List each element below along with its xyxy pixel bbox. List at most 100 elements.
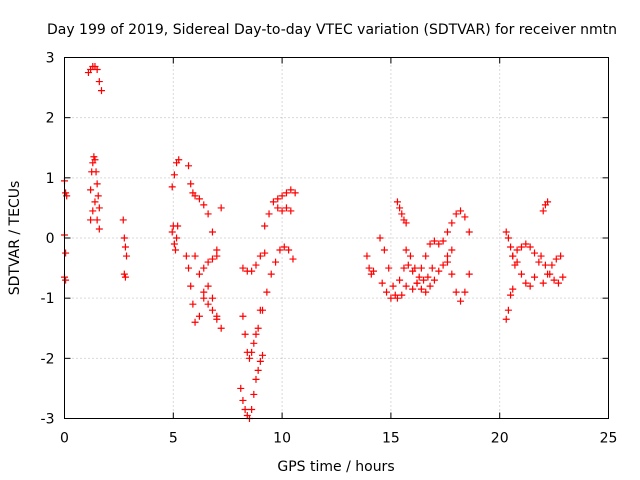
satellite-arc-34 [513, 240, 543, 266]
data-point [428, 264, 436, 272]
y-axis-label: SDTVAR / TECUs [7, 181, 23, 296]
data-point [174, 222, 182, 230]
data-point [541, 261, 549, 269]
data-point [409, 285, 417, 293]
data-point [95, 204, 103, 212]
data-point [439, 237, 447, 245]
data-point [461, 288, 469, 296]
satellite-arc-37 [539, 252, 565, 287]
y-tick-label: 0 [46, 231, 55, 247]
x-tick-label: 10 [273, 431, 291, 447]
data-point [274, 195, 282, 203]
plot-frame [64, 57, 609, 419]
data-point [406, 252, 414, 260]
data-point [62, 276, 70, 284]
satellite-arc-11 [185, 162, 221, 260]
data-point [402, 219, 410, 227]
data-point [272, 258, 280, 266]
data-point [537, 252, 545, 260]
data-point [287, 186, 295, 194]
satellite-arc-23 [376, 234, 410, 302]
data-point [121, 243, 129, 251]
data-point [363, 252, 371, 260]
data-point [509, 285, 517, 293]
data-point [204, 300, 212, 308]
data-point [422, 252, 430, 260]
data-point [187, 282, 195, 290]
data-point [91, 198, 99, 206]
data-point [513, 258, 521, 266]
data-point [426, 240, 434, 248]
data-point [191, 318, 199, 326]
data-point [391, 291, 399, 299]
data-point [276, 246, 284, 254]
data-point [504, 234, 512, 242]
satellite-arc-28 [422, 246, 456, 296]
data-point [398, 210, 406, 218]
satellite-arc-5 [87, 153, 103, 212]
data-point [424, 273, 432, 281]
data-point [422, 288, 430, 296]
data-point [526, 243, 534, 251]
data-point [430, 276, 438, 284]
satellite-arc-9 [168, 222, 182, 254]
data-point [217, 324, 225, 332]
data-point [376, 234, 384, 242]
data-point [252, 261, 260, 269]
y-tick-label: 3 [46, 51, 55, 67]
data-point [289, 255, 297, 263]
data-point [200, 294, 208, 302]
data-point [420, 276, 428, 284]
data-point [535, 258, 543, 266]
data-point [389, 282, 397, 290]
data-point [182, 252, 190, 260]
data-point [62, 189, 70, 197]
data-points [61, 63, 567, 422]
data-point [252, 375, 260, 383]
data-point [291, 189, 299, 197]
data-point [531, 249, 539, 257]
data-point [387, 294, 395, 302]
satellite-arc-18 [239, 249, 269, 275]
data-point [208, 306, 216, 314]
y-tick-label: -1 [41, 291, 55, 307]
y-tick-labels: -3 -2 -1 0 1 2 3 [41, 51, 55, 428]
data-point [168, 228, 176, 236]
data-point [90, 153, 98, 161]
data-point [185, 264, 193, 272]
data-point [365, 264, 373, 272]
data-point [87, 216, 95, 224]
x-tick-label: 5 [169, 431, 178, 447]
y-tick-label: -3 [41, 412, 55, 428]
data-point [402, 246, 410, 254]
data-point [187, 180, 195, 188]
data-point [256, 252, 264, 260]
satellite-arc-8 [120, 270, 129, 281]
data-point [402, 282, 410, 290]
data-point [120, 234, 128, 242]
data-point [559, 273, 567, 281]
data-point [448, 219, 456, 227]
data-point [250, 390, 258, 398]
data-point [200, 264, 208, 272]
data-point [208, 228, 216, 236]
satellite-arc-14 [200, 204, 225, 272]
data-point [443, 228, 451, 236]
data-point [383, 288, 391, 296]
data-point [204, 258, 212, 266]
data-point [513, 246, 521, 254]
data-point [97, 87, 105, 95]
data-point [396, 276, 404, 284]
data-point [398, 291, 406, 299]
data-point [539, 207, 547, 215]
data-point [195, 270, 203, 278]
data-point [213, 252, 221, 260]
data-point [120, 270, 128, 278]
data-point [170, 171, 178, 179]
data-point [62, 249, 70, 257]
data-point [87, 186, 95, 194]
satellite-arc-21 [274, 204, 295, 215]
data-point [280, 243, 288, 251]
